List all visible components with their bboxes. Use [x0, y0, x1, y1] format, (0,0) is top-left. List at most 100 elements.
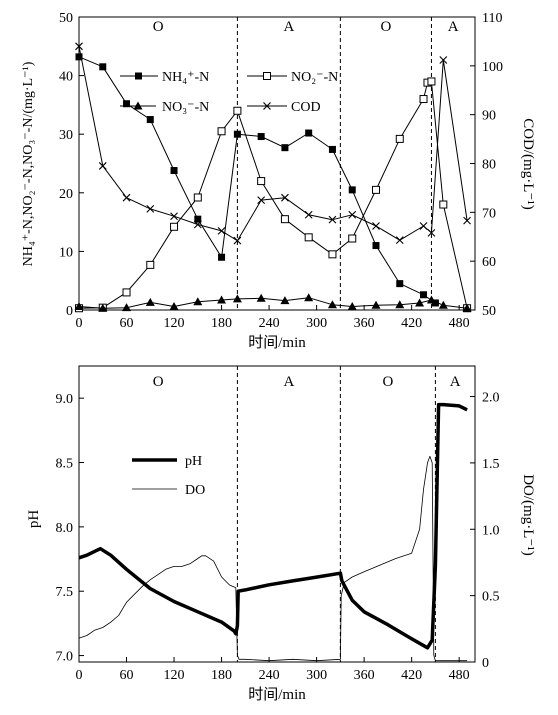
y2-tick-label: 0.5 [482, 590, 500, 605]
legend: pH DO [132, 454, 205, 498]
data-point [419, 222, 428, 230]
y-tick-label: 7.0 [56, 650, 74, 665]
data-point [217, 227, 226, 235]
y-tick-label: 40 [59, 70, 73, 85]
legend-label: COD [291, 100, 321, 115]
series-3 [74, 293, 472, 312]
data-point [257, 177, 266, 186]
legend-item-cod: COD [247, 100, 321, 115]
x-tick-label: 240 [259, 316, 280, 331]
data-point [98, 303, 108, 312]
phase-label: O [153, 374, 164, 390]
x-tick-label: 0 [76, 668, 83, 683]
legend: NH₄⁺-N NO₂⁻-N NO₃⁻-N COD [120, 70, 338, 115]
legend-label: DO [185, 483, 205, 498]
data-point [395, 300, 405, 309]
data-point [395, 134, 404, 143]
x-tick-label: 300 [306, 316, 327, 331]
legend-item-no2: NO₂⁻-N [247, 70, 338, 85]
series-line [78, 402, 468, 650]
data-point [170, 212, 178, 221]
data-point [427, 77, 436, 86]
phase-label: A [283, 19, 294, 35]
data-point [257, 196, 266, 205]
phase-label: O [382, 374, 393, 390]
data-point [233, 130, 241, 138]
data-point [233, 106, 242, 115]
data-point [328, 250, 337, 259]
data-point [438, 300, 448, 309]
x-tick-label: 480 [449, 668, 470, 683]
data-point [419, 95, 428, 104]
data-point [194, 215, 202, 223]
data-point [193, 220, 202, 229]
y2-axis-label: COD/(mg·L⁻¹) [520, 118, 536, 210]
data-point [348, 234, 357, 243]
y2-tick-label: 1.5 [482, 457, 500, 472]
data-point [427, 228, 436, 237]
x-tick-label: 360 [354, 668, 375, 683]
y-tick-label: 0 [66, 304, 73, 319]
x-axis-label: 时间/min [248, 334, 306, 351]
legend-item-do: DO [132, 483, 205, 498]
x-tick-label: 0 [76, 316, 83, 331]
data-point [396, 280, 404, 288]
data-point [74, 301, 84, 310]
phase-label: O [380, 19, 391, 35]
data-point [146, 260, 155, 269]
y-tick-label: 8.5 [56, 457, 74, 472]
series-4 [75, 42, 471, 245]
data-point [281, 193, 289, 202]
data-point [75, 42, 83, 51]
data-point [328, 145, 336, 153]
x-tick-label: 360 [354, 316, 375, 331]
x-tick-label: 300 [306, 668, 327, 683]
data-point [348, 186, 356, 194]
legend-label: NH₄⁺-N [162, 70, 209, 85]
data-point [193, 297, 203, 306]
phase-label: A [450, 374, 461, 390]
legend-label: pH [185, 454, 202, 469]
data-point [99, 63, 107, 71]
data-point [233, 236, 242, 245]
legend-item-nh4: NH₄⁺-N [120, 70, 209, 85]
data-point [372, 185, 380, 194]
y2-tick-label: 0 [482, 656, 489, 671]
x-tick-label: 180 [211, 316, 232, 331]
y2-axis-label: DO/(mg·L⁻¹) [520, 474, 536, 556]
data-point [281, 144, 289, 152]
data-point [145, 297, 155, 306]
data-point [304, 210, 313, 219]
data-point [395, 236, 404, 245]
y2-tick-label: 60 [482, 255, 496, 270]
series-2 [78, 455, 468, 662]
data-point [146, 205, 155, 213]
data-point [372, 222, 380, 230]
data-point [372, 242, 380, 250]
plot-frame [78, 16, 476, 311]
data-point [420, 291, 428, 299]
legend-label: NO₂⁻-N [291, 70, 338, 85]
x-tick-label: 120 [164, 316, 185, 331]
y2-tick-label: 90 [482, 109, 496, 124]
y-axis-label: NH₄⁺-N,NO₂⁻-N,NO₃⁻-N/(mg·L⁻¹) [21, 61, 36, 266]
series-line [78, 455, 468, 662]
data-point [98, 162, 107, 170]
data-point [169, 301, 179, 310]
data-point [463, 216, 471, 225]
y2-tick-label: 50 [482, 304, 496, 319]
y2-tick-label: 100 [482, 60, 503, 75]
data-point [304, 233, 313, 242]
data-point [280, 296, 290, 305]
y-axis-label: pH [26, 510, 42, 529]
y-tick-label: 50 [59, 11, 73, 26]
x-tick-label: 240 [259, 668, 280, 683]
legend-label: NO₃⁻-N [162, 100, 209, 115]
data-point [146, 116, 154, 124]
data-point [122, 303, 132, 312]
series-line [78, 81, 468, 309]
data-point [439, 200, 448, 209]
series-line [78, 297, 468, 309]
series-1 [75, 53, 439, 307]
